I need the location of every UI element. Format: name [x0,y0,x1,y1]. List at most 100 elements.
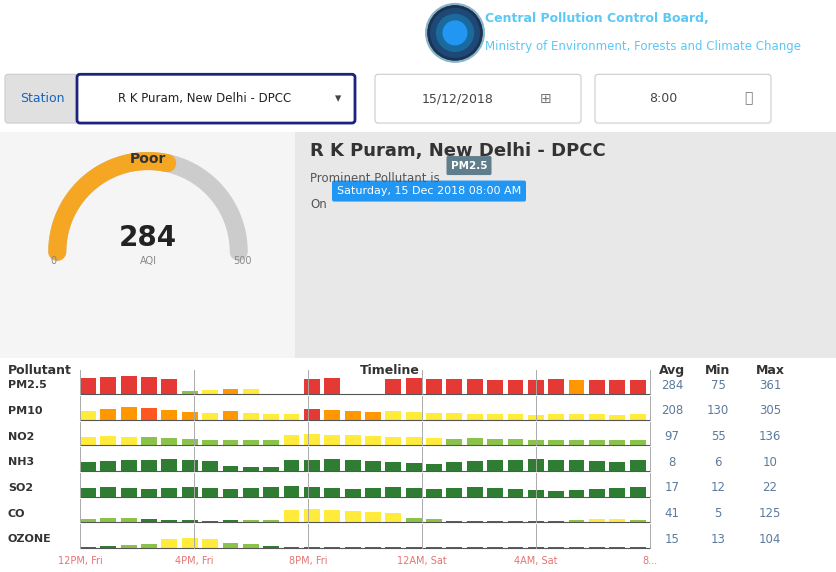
FancyBboxPatch shape [324,510,340,522]
FancyBboxPatch shape [548,440,564,446]
FancyBboxPatch shape [426,412,442,420]
FancyBboxPatch shape [263,546,279,548]
FancyBboxPatch shape [548,521,564,522]
FancyBboxPatch shape [332,181,526,201]
FancyBboxPatch shape [426,438,442,446]
FancyBboxPatch shape [222,543,238,548]
Text: 104: 104 [759,533,781,546]
FancyBboxPatch shape [120,460,136,471]
FancyBboxPatch shape [528,415,543,420]
Text: 208: 208 [661,404,683,418]
FancyBboxPatch shape [466,547,482,548]
Text: 305: 305 [759,404,781,418]
FancyBboxPatch shape [385,462,401,471]
FancyBboxPatch shape [242,389,258,394]
FancyBboxPatch shape [263,467,279,471]
FancyBboxPatch shape [141,378,157,394]
FancyBboxPatch shape [181,412,197,420]
FancyBboxPatch shape [466,461,482,471]
FancyBboxPatch shape [609,488,625,496]
FancyBboxPatch shape [283,460,299,471]
FancyBboxPatch shape [344,435,360,446]
Text: SO2: SO2 [8,483,33,493]
FancyBboxPatch shape [446,379,462,394]
FancyBboxPatch shape [181,391,197,394]
FancyBboxPatch shape [80,519,96,522]
FancyBboxPatch shape [405,378,421,394]
FancyBboxPatch shape [283,414,299,420]
Text: Poor: Poor [130,152,166,166]
Text: Prominent Pollutant is: Prominent Pollutant is [310,172,440,185]
FancyBboxPatch shape [141,408,157,420]
Text: Saturday, 15 Dec 2018 08:00 AM: Saturday, 15 Dec 2018 08:00 AM [337,186,521,196]
FancyBboxPatch shape [141,459,157,471]
FancyBboxPatch shape [446,521,462,522]
FancyBboxPatch shape [446,547,462,548]
FancyBboxPatch shape [304,459,320,471]
FancyBboxPatch shape [609,462,625,471]
FancyBboxPatch shape [120,376,136,394]
Text: 4PM, Fri: 4PM, Fri [175,556,213,566]
FancyBboxPatch shape [405,438,421,446]
FancyBboxPatch shape [487,460,503,471]
Text: 8:00: 8:00 [649,92,677,105]
FancyBboxPatch shape [202,390,218,394]
FancyBboxPatch shape [100,487,116,496]
FancyBboxPatch shape [609,519,625,522]
Text: 10: 10 [762,456,777,468]
FancyBboxPatch shape [263,440,279,446]
FancyBboxPatch shape [141,438,157,446]
FancyBboxPatch shape [324,547,340,548]
FancyBboxPatch shape [487,439,503,446]
FancyBboxPatch shape [609,415,625,420]
FancyBboxPatch shape [426,519,442,522]
Text: PM10: PM10 [8,406,43,416]
FancyBboxPatch shape [161,459,177,471]
Text: CO: CO [8,509,26,518]
FancyBboxPatch shape [528,521,543,522]
FancyBboxPatch shape [466,438,482,446]
FancyBboxPatch shape [405,488,421,496]
Text: ⏱: ⏱ [744,92,752,106]
Text: Ministry of Environment, Forests and Climate Change: Ministry of Environment, Forests and Cli… [485,39,801,53]
FancyBboxPatch shape [161,539,177,548]
Text: ▾: ▾ [335,92,341,105]
Circle shape [443,21,466,45]
FancyBboxPatch shape [120,545,136,548]
FancyBboxPatch shape [80,547,96,548]
FancyBboxPatch shape [242,412,258,420]
FancyBboxPatch shape [120,488,136,496]
Text: Min: Min [706,364,731,378]
Text: 0: 0 [50,256,56,267]
Text: 8...: 8... [642,556,658,566]
FancyBboxPatch shape [609,440,625,446]
FancyBboxPatch shape [324,435,340,446]
FancyBboxPatch shape [202,539,218,548]
FancyBboxPatch shape [202,461,218,471]
FancyBboxPatch shape [181,460,197,471]
FancyBboxPatch shape [120,407,136,420]
FancyBboxPatch shape [161,379,177,394]
FancyBboxPatch shape [609,380,625,394]
FancyBboxPatch shape [446,413,462,420]
FancyBboxPatch shape [487,380,503,394]
FancyBboxPatch shape [630,414,645,420]
FancyBboxPatch shape [507,380,523,394]
FancyBboxPatch shape [426,488,442,496]
FancyBboxPatch shape [528,490,543,496]
Text: 361: 361 [759,379,781,392]
FancyBboxPatch shape [595,74,771,123]
FancyBboxPatch shape [365,436,381,446]
FancyBboxPatch shape [161,410,177,420]
FancyBboxPatch shape [548,379,564,394]
FancyBboxPatch shape [528,440,543,446]
FancyBboxPatch shape [589,461,604,471]
FancyBboxPatch shape [304,434,320,446]
FancyBboxPatch shape [466,414,482,420]
Circle shape [436,14,473,51]
FancyBboxPatch shape [120,518,136,522]
FancyBboxPatch shape [385,411,401,420]
Text: 284: 284 [119,224,177,252]
FancyBboxPatch shape [589,380,604,394]
FancyBboxPatch shape [304,487,320,496]
